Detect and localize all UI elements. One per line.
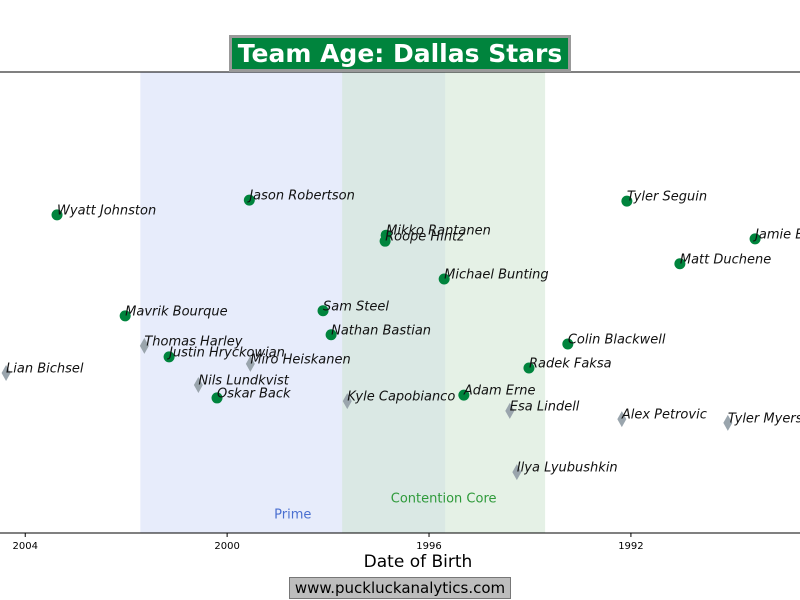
point xyxy=(723,414,733,431)
point xyxy=(342,393,352,410)
footer: www.puckluckanalytics.com xyxy=(288,577,512,599)
point-label: Tyler Myers xyxy=(728,411,800,426)
x-tick-label: 2004 xyxy=(13,541,38,552)
point xyxy=(193,377,203,394)
x-tick-label: 1992 xyxy=(618,541,643,552)
point xyxy=(674,258,686,270)
point-label: Thomas Harley xyxy=(144,334,242,349)
point xyxy=(1,365,11,382)
point xyxy=(438,273,450,285)
point xyxy=(749,233,761,245)
point xyxy=(562,338,574,350)
point-label: Esa Lindell xyxy=(510,399,580,414)
point xyxy=(505,402,515,419)
point-label: Alex Petrovic xyxy=(621,408,707,423)
point-label: Oskar Back xyxy=(217,386,291,401)
point xyxy=(211,392,223,404)
band xyxy=(342,72,546,533)
point xyxy=(119,310,131,322)
point-label: Jason Robertson xyxy=(246,189,355,204)
point xyxy=(458,389,470,401)
point xyxy=(325,329,337,341)
point-label: Ilya Lyubushkin xyxy=(517,461,618,476)
point xyxy=(621,195,633,207)
point xyxy=(523,362,535,374)
point-label: Miro Heiskanen xyxy=(250,352,350,367)
point-label: Jamie Benn xyxy=(752,227,800,242)
point-label: Kyle Capobianco xyxy=(347,390,455,405)
point-label: Michael Bunting xyxy=(444,267,549,282)
point-label: Justin Hryckowian xyxy=(166,345,285,360)
point-label: Mikko Rantanen xyxy=(386,224,491,239)
point-label: Mavrik Bourque xyxy=(125,304,227,319)
point-label: Roope Hintz xyxy=(385,230,465,245)
point-label: Adam Erne xyxy=(463,384,536,399)
x-tick-label: 1996 xyxy=(416,541,441,552)
point xyxy=(243,194,255,206)
footer-wrap: www.puckluckanalytics.com xyxy=(0,577,800,599)
chart-title: Team Age: Dallas Stars xyxy=(228,35,572,72)
point-label: Lian Bichsel xyxy=(6,362,84,377)
point-label: Nils Lundkvist xyxy=(198,374,289,389)
point xyxy=(245,355,255,372)
point xyxy=(379,235,391,247)
point-label: Wyatt Johnston xyxy=(57,203,156,218)
band-label: Prime xyxy=(274,508,311,523)
point xyxy=(317,305,329,317)
title-wrap: Team Age: Dallas Stars xyxy=(0,35,800,72)
band-label: Contention Core xyxy=(391,492,497,507)
point-label: Colin Blackwell xyxy=(568,332,666,347)
point xyxy=(51,209,63,221)
point-label: Nathan Bastian xyxy=(331,323,431,338)
point xyxy=(163,351,175,363)
point xyxy=(139,337,149,354)
x-tick-label: 2000 xyxy=(214,541,239,552)
point-label: Matt Duchene xyxy=(680,252,771,267)
point-label: Tyler Seguin xyxy=(627,190,707,205)
x-axis-label: Date of Birth xyxy=(364,552,473,572)
point-label: Radek Faksa xyxy=(529,356,612,371)
point xyxy=(617,411,627,428)
point-label: Sam Steel xyxy=(323,299,389,314)
point xyxy=(512,464,522,481)
